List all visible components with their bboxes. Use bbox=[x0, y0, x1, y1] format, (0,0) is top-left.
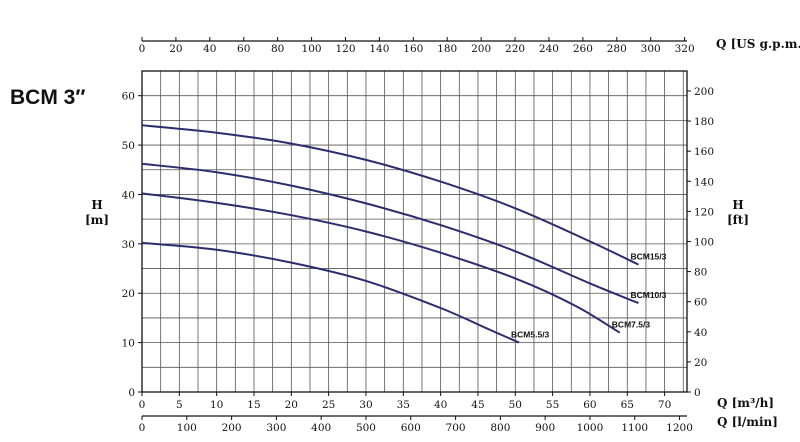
x-tick-label: 45 bbox=[471, 399, 484, 411]
y-axis-right: 0 20 40 60 80 100 120 140 160 180 200 bbox=[687, 86, 714, 399]
x-tick-label: 1000 bbox=[577, 422, 604, 434]
series-label: BCM7.5/3 bbox=[612, 320, 651, 330]
x-tick-label: 20 bbox=[285, 399, 298, 411]
x-tick-label: 300 bbox=[266, 422, 286, 434]
series-line-BCM15/3 bbox=[141, 124, 639, 266]
x-tick-label: 160 bbox=[403, 43, 423, 55]
x-axis-lmin: 0 100 200 300 400 500 600 700 800 900 1000 1100 1200 bbox=[139, 415, 693, 434]
x-tick-label: 900 bbox=[535, 422, 555, 434]
y-axis-right-label-line1: H bbox=[732, 198, 743, 212]
x-tick-label: 10 bbox=[210, 399, 223, 411]
x-tick-label: 80 bbox=[271, 43, 284, 55]
x-tick-label: 30 bbox=[359, 399, 372, 411]
x-tick-label: 400 bbox=[311, 422, 331, 434]
x-tick-label: 700 bbox=[446, 422, 466, 434]
y-tick-label: 50 bbox=[122, 140, 135, 152]
x-tick-label: 600 bbox=[401, 422, 421, 434]
y-tick-label: 200 bbox=[694, 86, 714, 98]
x-tick-label: 180 bbox=[437, 43, 457, 55]
series-label: BCM10/3 bbox=[630, 290, 666, 300]
plot-frame bbox=[141, 70, 688, 393]
x-tick-label: 15 bbox=[247, 399, 260, 411]
x-axis-top-label: Q [US g.p.m.] bbox=[716, 37, 800, 51]
x-tick-label: 60 bbox=[237, 43, 250, 55]
x-tick-label: 100 bbox=[302, 43, 322, 55]
y-tick-label: 80 bbox=[694, 267, 707, 279]
x-tick-label: 40 bbox=[434, 399, 447, 411]
series-label: BCM15/3 bbox=[630, 252, 666, 262]
x-tick-label: 260 bbox=[573, 43, 593, 55]
x-tick-label: 240 bbox=[539, 43, 559, 55]
x-tick-label: 70 bbox=[658, 399, 671, 411]
x-tick-label: 35 bbox=[397, 399, 410, 411]
y-axis-left-label-line2: [m] bbox=[85, 213, 109, 227]
curves: BCM15/3 BCM10/3 BCM7.5/3 BCM5.5/3 bbox=[141, 124, 667, 344]
x-tick-label: 25 bbox=[322, 399, 335, 411]
x-axis-m3h: 0 5 10 15 20 25 30 35 40 45 50 55 60 65 70 bbox=[139, 392, 671, 411]
y-tick-label: 40 bbox=[122, 189, 135, 201]
x-tick-label: 0 bbox=[139, 399, 146, 411]
x-tick-label: 50 bbox=[509, 399, 522, 411]
plot-border bbox=[141, 70, 688, 393]
y-axis-left: 0 10 20 30 40 50 60 bbox=[122, 91, 142, 399]
x-tick-label: 140 bbox=[369, 43, 389, 55]
x-axis-bottom-label-lmin: Q [l/min] bbox=[717, 415, 778, 429]
series-line-BCM5.5/3 bbox=[141, 241, 520, 344]
x-tick-label: 0 bbox=[139, 43, 146, 55]
series-label: BCM5.5/3 bbox=[511, 330, 550, 340]
x-tick-label: 220 bbox=[505, 43, 525, 55]
series-line-BCM10/3 bbox=[141, 162, 639, 305]
x-tick-label: 1200 bbox=[666, 422, 693, 434]
x-tick-label: 500 bbox=[356, 422, 376, 434]
x-tick-label: 1100 bbox=[621, 422, 648, 434]
chart-title: BCM 3″ bbox=[10, 86, 85, 109]
x-tick-label: 65 bbox=[621, 399, 634, 411]
x-tick-label: 800 bbox=[490, 422, 510, 434]
x-tick-label: 200 bbox=[471, 43, 491, 55]
y-tick-label: 40 bbox=[694, 327, 707, 339]
x-tick-label: 120 bbox=[335, 43, 355, 55]
series-line-BCM7.5/3 bbox=[141, 192, 621, 334]
y-tick-label: 0 bbox=[128, 387, 135, 399]
y-tick-label: 160 bbox=[694, 146, 714, 158]
y-tick-label: 60 bbox=[122, 91, 135, 103]
y-tick-label: 30 bbox=[122, 239, 135, 251]
y-tick-label: 100 bbox=[694, 236, 714, 248]
x-tick-label: 5 bbox=[176, 399, 183, 411]
x-tick-label: 320 bbox=[675, 43, 695, 55]
y-tick-label: 10 bbox=[122, 338, 135, 350]
x-axis-usgpm: 0 20 40 60 80 100 120 140 160 180 200 220 240 260 280 3… bbox=[139, 37, 695, 55]
x-tick-label: 100 bbox=[177, 422, 197, 434]
x-tick-label: 60 bbox=[583, 399, 596, 411]
x-axis-bottom-label-m3h: Q [m³/h] bbox=[717, 396, 774, 410]
x-tick-label: 280 bbox=[607, 43, 627, 55]
x-tick-label: 0 bbox=[139, 422, 146, 434]
y-axis-right-label-line2: [ft] bbox=[727, 213, 749, 227]
y-tick-label: 180 bbox=[694, 116, 714, 128]
x-tick-label: 300 bbox=[641, 43, 661, 55]
x-tick-label: 40 bbox=[203, 43, 216, 55]
y-tick-label: 120 bbox=[694, 206, 714, 218]
grid bbox=[142, 71, 687, 392]
y-tick-label: 20 bbox=[122, 288, 135, 300]
x-tick-label: 20 bbox=[169, 43, 182, 55]
y-tick-label: 20 bbox=[694, 357, 707, 369]
y-axis-left-label-line1: H bbox=[91, 198, 102, 212]
y-tick-label: 60 bbox=[694, 297, 707, 309]
y-tick-label: 0 bbox=[694, 387, 701, 399]
y-tick-label: 140 bbox=[694, 176, 714, 188]
x-tick-label: 55 bbox=[546, 399, 559, 411]
x-tick-label: 200 bbox=[222, 422, 242, 434]
